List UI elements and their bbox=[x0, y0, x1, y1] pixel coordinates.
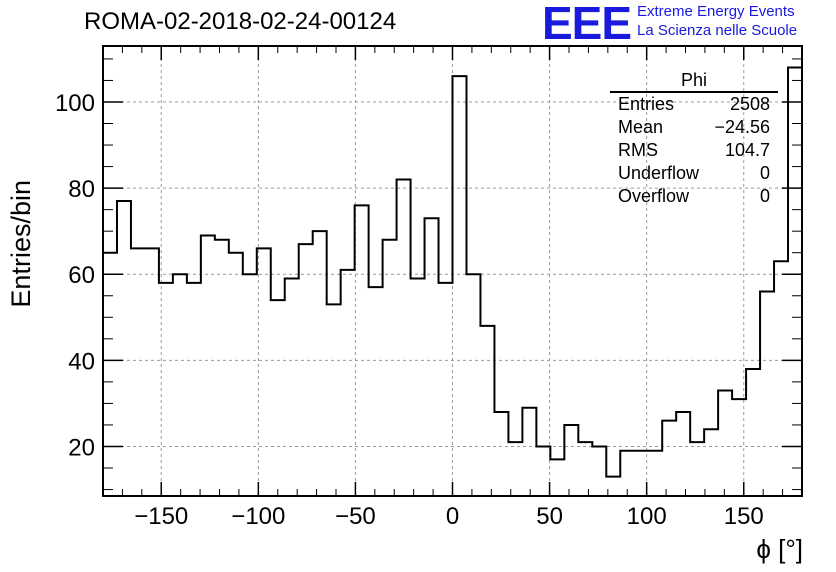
logo-caption: Extreme Energy Events La Scienza nelle S… bbox=[637, 2, 797, 40]
histogram-line bbox=[103, 66, 802, 478]
stats-key: RMS bbox=[618, 140, 658, 160]
y-tick-label: 100 bbox=[55, 90, 95, 117]
x-tick-label: −150 bbox=[134, 503, 188, 530]
stats-box: Phi Entries 2508 Mean −24.56 RMS 104.7 Underfl… bbox=[610, 70, 778, 208]
x-tick-label: 150 bbox=[724, 503, 764, 530]
stats-row: Entries 2508 bbox=[610, 93, 778, 116]
stats-value: 0 bbox=[759, 163, 770, 183]
run-title: ROMA-02-2018-02-24-00124 bbox=[84, 8, 397, 35]
y-tick-labels: 20 40 60 80 100 bbox=[55, 90, 95, 461]
y-tick-label: 20 bbox=[68, 434, 95, 461]
stats-value: 104.7 bbox=[724, 140, 770, 160]
x-tick-label: −50 bbox=[335, 503, 376, 530]
x-tick-label: −100 bbox=[231, 503, 285, 530]
x-tick-label: 50 bbox=[536, 503, 563, 530]
y-axis-label: Entries/bin bbox=[6, 180, 36, 308]
frame bbox=[102, 45, 803, 497]
stats-key: Entries bbox=[618, 94, 675, 114]
y-tick-label: 60 bbox=[68, 262, 95, 289]
stats-value: 2508 bbox=[729, 94, 770, 114]
x-axis-label: ϕ [°] bbox=[756, 534, 803, 564]
stats-row: RMS 104.7 bbox=[610, 139, 778, 162]
axis-ticks bbox=[102, 46, 803, 496]
eee-logo: EEE bbox=[542, 0, 632, 49]
stats-row: Mean −24.56 bbox=[610, 116, 778, 139]
stats-key: Mean bbox=[618, 117, 664, 137]
y-tick-label: 40 bbox=[68, 348, 95, 375]
logo-line-1: Extreme Energy Events bbox=[637, 3, 795, 20]
stats-value: 0 bbox=[759, 186, 770, 206]
stats-rows: Entries 2508 Mean −24.56 RMS 104.7 Underflow 0 O… bbox=[610, 93, 778, 208]
x-tick-label: 100 bbox=[627, 503, 667, 530]
y-tick-label: 80 bbox=[68, 176, 95, 203]
x-tick-label: 0 bbox=[446, 503, 459, 530]
logo-line-2: La Scienza nelle Scuole bbox=[637, 22, 798, 39]
stats-title: Phi bbox=[610, 70, 778, 93]
stats-key: Overflow bbox=[618, 186, 690, 206]
stats-row: Overflow 0 bbox=[610, 185, 778, 208]
stats-row: Underflow 0 bbox=[610, 162, 778, 185]
stats-key: Underflow bbox=[618, 163, 700, 183]
x-tick-labels: −150 −100 −50 0 50 100 150 bbox=[134, 503, 764, 530]
stats-value: −24.56 bbox=[714, 117, 770, 137]
